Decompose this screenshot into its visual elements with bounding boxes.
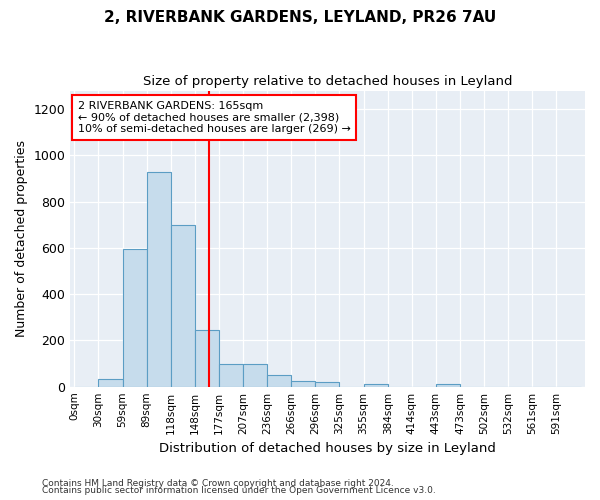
Text: Contains HM Land Registry data © Crown copyright and database right 2024.: Contains HM Land Registry data © Crown c… xyxy=(42,478,394,488)
Bar xyxy=(219,364,243,386)
Text: 2, RIVERBANK GARDENS, LEYLAND, PR26 7AU: 2, RIVERBANK GARDENS, LEYLAND, PR26 7AU xyxy=(104,10,496,25)
Bar xyxy=(291,381,316,386)
Bar xyxy=(267,374,291,386)
Bar xyxy=(171,224,195,386)
Text: Contains public sector information licensed under the Open Government Licence v3: Contains public sector information licen… xyxy=(42,486,436,495)
Title: Size of property relative to detached houses in Leyland: Size of property relative to detached ho… xyxy=(143,75,512,88)
Text: 2 RIVERBANK GARDENS: 165sqm
← 90% of detached houses are smaller (2,398)
10% of : 2 RIVERBANK GARDENS: 165sqm ← 90% of det… xyxy=(78,101,351,134)
Bar xyxy=(146,172,171,386)
Bar xyxy=(436,384,460,386)
Bar xyxy=(364,384,388,386)
Y-axis label: Number of detached properties: Number of detached properties xyxy=(15,140,28,337)
Bar xyxy=(122,249,146,386)
X-axis label: Distribution of detached houses by size in Leyland: Distribution of detached houses by size … xyxy=(159,442,496,455)
Bar xyxy=(98,378,122,386)
Bar xyxy=(195,330,219,386)
Bar xyxy=(316,382,340,386)
Bar xyxy=(243,364,267,386)
